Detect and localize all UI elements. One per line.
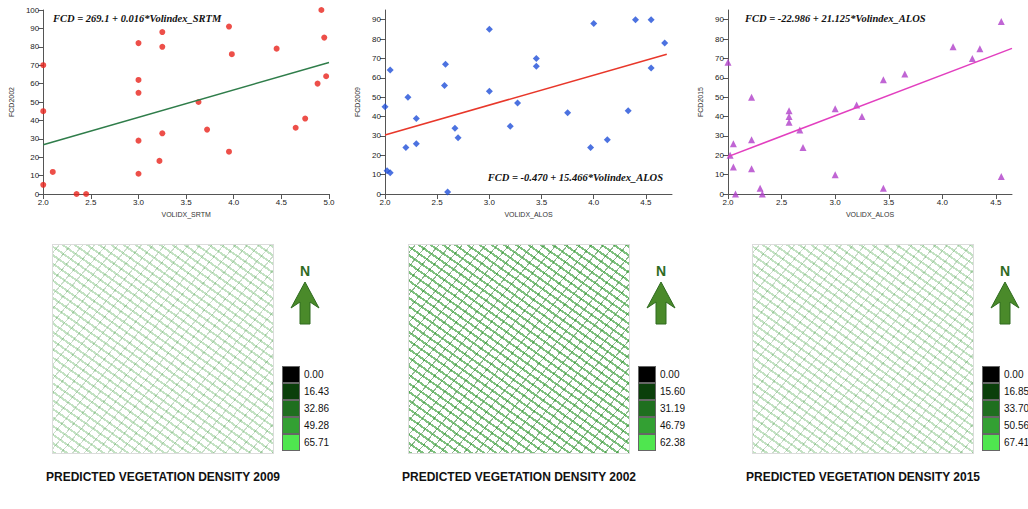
- svg-text:3.0: 3.0: [133, 198, 145, 207]
- html-text:67.41: 67.41: [1004, 437, 1028, 448]
- svg-text:10: 10: [30, 171, 39, 180]
- svg-text:3.0: 3.0: [484, 198, 496, 207]
- svg-text:20: 20: [30, 153, 39, 162]
- svg-text:2.0: 2.0: [722, 198, 734, 207]
- svg-text:2.5: 2.5: [85, 198, 97, 207]
- svg-text:20: 20: [715, 151, 724, 160]
- html-text:32.86: 32.86: [304, 403, 329, 414]
- svg-text:20: 20: [372, 151, 381, 160]
- svg-text:4.0: 4.0: [588, 198, 600, 207]
- svg-text:70: 70: [30, 61, 39, 70]
- svg-text:FCD = -22.986 + 21.125*Volinde: FCD = -22.986 + 21.125*Volindex_ALOS: [744, 13, 926, 24]
- svg-text:80: 80: [372, 35, 381, 44]
- svg-text:30: 30: [372, 131, 381, 140]
- svg-text:N: N: [656, 263, 666, 279]
- svg-text:50: 50: [372, 93, 381, 102]
- svg-text:90: 90: [30, 24, 39, 33]
- svg-text:50: 50: [30, 98, 39, 107]
- svg-text:60: 60: [715, 73, 724, 82]
- svg-text:70: 70: [372, 54, 381, 63]
- html-text:PREDICTED VEGETATION DENSITY 2: PREDICTED VEGETATION DENSITY 2015: [746, 470, 980, 484]
- svg-text:60: 60: [30, 79, 39, 88]
- svg-text:70: 70: [715, 54, 724, 63]
- html-text:31.19: 31.19: [660, 403, 685, 414]
- svg-text:80: 80: [715, 35, 724, 44]
- svg-text:FCD = 269.1 + 0.016*Volindex_S: FCD = 269.1 + 0.016*Volindex_SRTM: [52, 13, 222, 24]
- svg-text:N: N: [1000, 263, 1010, 279]
- svg-text:2.5: 2.5: [432, 198, 444, 207]
- html-text:PREDICTED VEGETATION DENSITY 2: PREDICTED VEGETATION DENSITY 2009: [46, 470, 280, 484]
- svg-text:60: 60: [372, 73, 381, 82]
- html-text:49.28: 49.28: [304, 420, 329, 431]
- html-text:PREDICTED VEGETATION DENSITY 2: PREDICTED VEGETATION DENSITY 2002: [402, 470, 636, 484]
- svg-text:0: 0: [719, 189, 724, 199]
- svg-text:0: 0: [34, 189, 40, 199]
- svg-text:FCD2009: FCD2009: [354, 87, 361, 117]
- svg-text:3.5: 3.5: [883, 198, 895, 207]
- svg-text:40: 40: [715, 112, 724, 121]
- svg-text:4.0: 4.0: [228, 198, 240, 207]
- svg-text:100: 100: [26, 6, 40, 15]
- svg-text:VOLIDX_ALOS: VOLIDX_ALOS: [504, 211, 553, 219]
- html-text:65.71: 65.71: [304, 437, 329, 448]
- svg-text:4.5: 4.5: [990, 198, 1002, 207]
- html-text:62.38: 62.38: [660, 437, 685, 448]
- svg-text:4.5: 4.5: [276, 198, 288, 207]
- html-text:46.79: 46.79: [660, 420, 685, 431]
- svg-text:10: 10: [715, 170, 724, 179]
- html-text:50.56: 50.56: [1004, 420, 1028, 431]
- svg-text:FCD2015: FCD2015: [697, 87, 704, 117]
- svg-text:30: 30: [30, 134, 39, 143]
- svg-text:FCD2002: FCD2002: [8, 87, 15, 117]
- html-text:16.43: 16.43: [304, 386, 329, 397]
- svg-text:5.0: 5.0: [323, 198, 335, 207]
- svg-text:40: 40: [372, 112, 381, 121]
- svg-text:80: 80: [30, 42, 39, 51]
- svg-text:VOLIDX_ALOS: VOLIDX_ALOS: [846, 211, 895, 219]
- svg-text:2.0: 2.0: [379, 198, 391, 207]
- svg-text:30: 30: [715, 131, 724, 140]
- svg-text:3.5: 3.5: [536, 198, 548, 207]
- svg-text:10: 10: [372, 170, 381, 179]
- svg-text:2.0: 2.0: [38, 198, 50, 207]
- svg-text:4.5: 4.5: [640, 198, 652, 207]
- svg-text:N: N: [300, 263, 310, 279]
- svg-text:90: 90: [372, 15, 381, 24]
- svg-text:50: 50: [715, 93, 724, 102]
- html-text:16.85: 16.85: [1004, 386, 1028, 397]
- html-text:0.00: 0.00: [304, 369, 324, 380]
- svg-text:40: 40: [30, 116, 39, 125]
- svg-text:3.5: 3.5: [181, 198, 193, 207]
- svg-text:0: 0: [376, 189, 381, 199]
- svg-text:FCD = -0.470 + 15.466*Volindex: FCD = -0.470 + 15.466*Volindex_ALOS: [487, 172, 663, 183]
- html-text:0.00: 0.00: [1004, 369, 1024, 380]
- html-text:15.60: 15.60: [660, 386, 685, 397]
- svg-text:90: 90: [715, 15, 724, 24]
- svg-text:VOLIDX_SRTM: VOLIDX_SRTM: [161, 211, 210, 219]
- html-text:0.00: 0.00: [660, 369, 680, 380]
- html-text:33.70: 33.70: [1004, 403, 1028, 414]
- svg-text:3.0: 3.0: [830, 198, 842, 207]
- svg-text:4.0: 4.0: [937, 198, 949, 207]
- svg-text:2.5: 2.5: [776, 198, 788, 207]
